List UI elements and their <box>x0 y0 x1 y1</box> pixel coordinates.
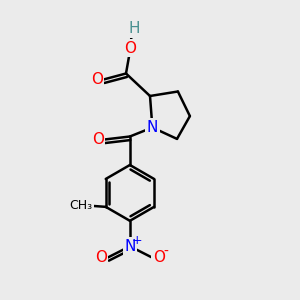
Text: O: O <box>92 132 104 147</box>
Text: O: O <box>153 250 165 265</box>
Text: +: + <box>131 234 142 248</box>
Text: N: N <box>147 120 158 135</box>
Text: O: O <box>95 250 107 265</box>
Text: -: - <box>164 245 168 259</box>
Text: O: O <box>124 40 136 56</box>
Text: N: N <box>124 239 136 254</box>
Text: O: O <box>91 72 103 87</box>
Text: CH₃: CH₃ <box>70 199 93 212</box>
Text: H: H <box>129 21 140 36</box>
